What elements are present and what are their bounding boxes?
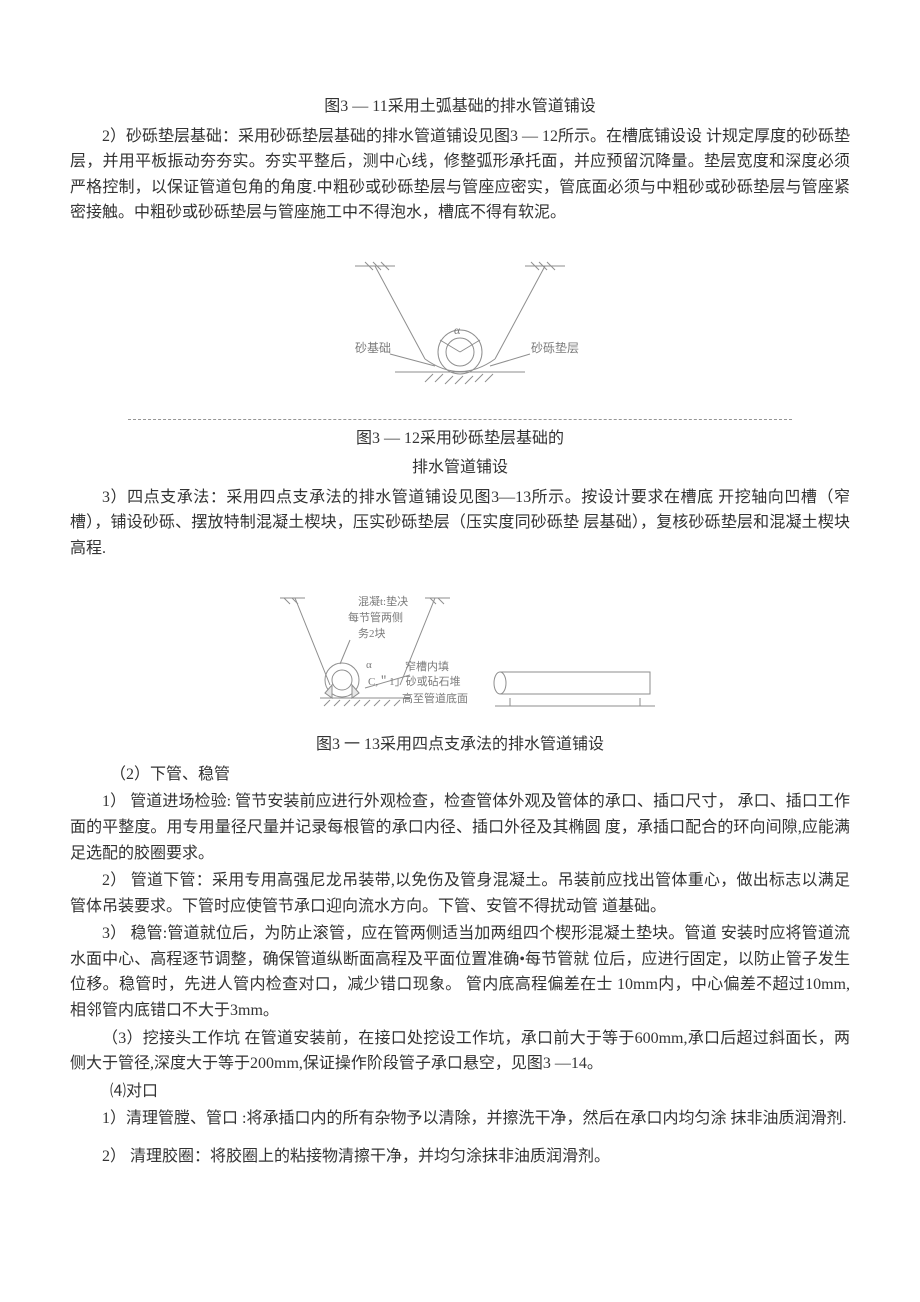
- figure-13-svg: 混凝t:垫决 每节管两侧 务2块 α 窄槽内填 C,＂1」砂或砧石堆 高至管道底…: [250, 580, 670, 720]
- fig13-mid2: C,＂1」砂或砧石堆: [368, 674, 461, 688]
- figure-13: 混凝t:垫决 每节管两侧 务2块 α 窄槽内填 C,＂1」砂或砧石堆 高至管道底…: [70, 580, 850, 729]
- figure-12-divider: [128, 419, 792, 420]
- section-4-p1: 1）清理管膛、管口 :将承插口内的所有杂物予以清除，并擦洗干净，然后在承口内均匀…: [70, 1106, 850, 1132]
- figure-12: α 砂基础 砂砾垫层: [70, 244, 850, 413]
- fig13-mid1: 窄槽内填: [405, 659, 449, 673]
- fig12-right-label: 砂砾垫层: [531, 340, 579, 355]
- fig13-top3: 务2块: [358, 627, 386, 640]
- fig13-angle: α: [366, 659, 372, 671]
- section-2-p2: 2） 管道下管：采用专用高强尼龙吊装带,以免伤及管身混凝土。吊装前应找出管体重心…: [70, 868, 850, 919]
- section-4-p2: 2） 清理胶圈：将胶圈上的粘接物清擦干净，并均匀涂抹非油质润滑剂。: [70, 1144, 850, 1170]
- section-3: （3）挖接头工作坑 在管道安装前，在接口处挖设工作坑，承口前大于等于600mm,…: [70, 1026, 850, 1077]
- figure-12-svg: α 砂基础 砂砾垫层: [295, 244, 625, 404]
- section-2-title: （2）下管、稳管: [70, 762, 850, 788]
- fig13-mid3: 高至管道底面: [402, 691, 468, 705]
- figure-12-caption-b: 排水管道铺设: [70, 455, 850, 481]
- fig13-top2: 每节管两侧: [348, 610, 403, 624]
- figure-12-caption-a: 图3 — 12采用砂砾垫层基础的: [70, 426, 850, 452]
- figure-13-caption: 图3 一 13采用四点支承法的排水管道铺设: [70, 732, 850, 758]
- fig12-left-label: 砂基础: [355, 341, 391, 355]
- document-page: 图3 — 11采用土弧基础的排水管道铺设 2）砂砾垫层基础：采用砂砾垫层基础的排…: [0, 0, 920, 1222]
- paragraph-3: 3）四点支承法：采用四点支承法的排水管道铺设见图3—13所示。按设计要求在槽底 …: [70, 485, 850, 562]
- fig12-angle-label: α: [454, 323, 461, 337]
- figure-11-caption: 图3 — 11采用土弧基础的排水管道铺设: [70, 94, 850, 120]
- paragraph-2: 2）砂砾垫层基础：采用砂砾垫层基础的排水管道铺设见图3 — 12所示。在槽底铺设…: [70, 124, 850, 226]
- fig13-top1: 混凝t:垫决: [358, 594, 408, 608]
- section-4-title: ⑷对口: [70, 1079, 850, 1105]
- section-2-p3: 3） 稳管:管道就位后，为防止滚管，应在管两侧适当加两组四个楔形混凝土垫块。管道…: [70, 921, 850, 1023]
- section-2-p1: 1） 管道进场检验: 管节安装前应进行外观检查，检查管体外观及管体的承口、插口尺…: [70, 789, 850, 866]
